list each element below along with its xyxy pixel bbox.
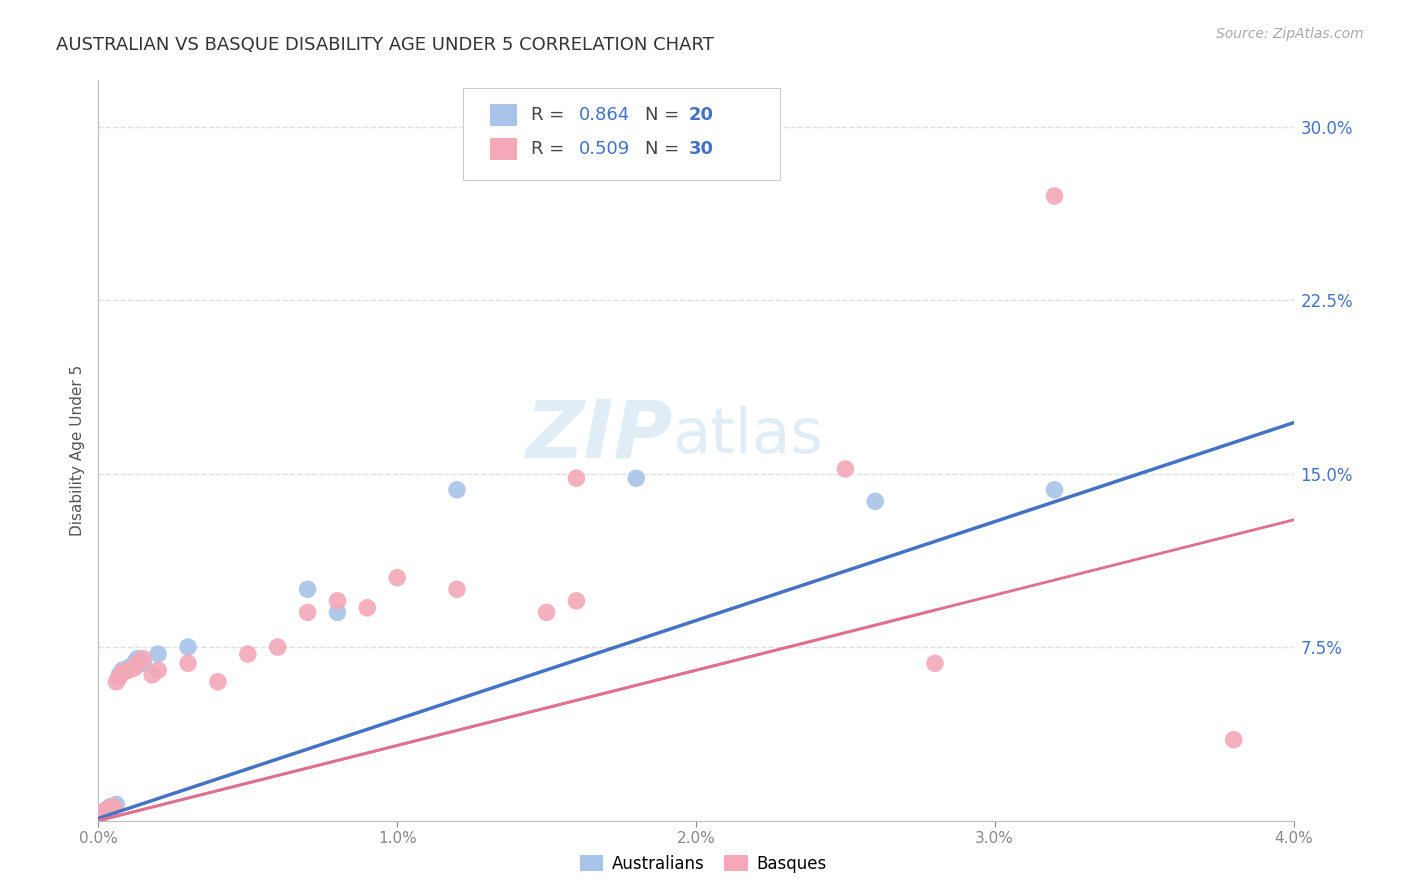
Text: 20: 20	[689, 106, 714, 124]
Point	[111, 663, 134, 677]
Point	[565, 471, 588, 485]
Point	[326, 594, 349, 608]
Point	[865, 494, 887, 508]
Point	[326, 606, 349, 620]
Text: 30: 30	[689, 140, 714, 158]
Point	[96, 802, 118, 816]
FancyBboxPatch shape	[463, 87, 780, 180]
Point	[536, 606, 558, 620]
Point	[385, 571, 409, 585]
Point	[96, 802, 118, 816]
Text: R =: R =	[531, 106, 569, 124]
Point	[834, 462, 856, 476]
Text: N =: N =	[644, 140, 685, 158]
Point	[105, 797, 128, 812]
Point	[177, 657, 200, 671]
Point	[132, 657, 155, 671]
Point	[105, 674, 128, 689]
Point	[1223, 732, 1246, 747]
Point	[297, 606, 319, 620]
Point	[111, 665, 134, 680]
Y-axis label: Disability Age Under 5: Disability Age Under 5	[69, 365, 84, 536]
Point	[446, 483, 468, 497]
Point	[177, 640, 200, 654]
Point	[267, 640, 290, 654]
Point	[356, 600, 378, 615]
Point	[108, 668, 131, 682]
Point	[141, 668, 163, 682]
Point	[103, 799, 125, 814]
Point	[117, 661, 139, 675]
Point	[1043, 189, 1066, 203]
Point	[98, 802, 122, 816]
Point	[127, 651, 149, 665]
Text: 0.509: 0.509	[579, 140, 630, 158]
Text: Source: ZipAtlas.com: Source: ZipAtlas.com	[1216, 27, 1364, 41]
Point	[148, 647, 170, 661]
Point	[924, 657, 946, 671]
Point	[98, 799, 122, 814]
Point	[565, 594, 588, 608]
Point	[108, 670, 131, 684]
Point	[297, 582, 319, 597]
Point	[1043, 483, 1066, 497]
Point	[236, 647, 259, 661]
Legend: Australians, Basques: Australians, Basques	[574, 848, 832, 880]
Point	[93, 805, 115, 819]
Point	[148, 663, 170, 677]
Point	[90, 806, 112, 821]
Text: AUSTRALIAN VS BASQUE DISABILITY AGE UNDER 5 CORRELATION CHART: AUSTRALIAN VS BASQUE DISABILITY AGE UNDE…	[56, 36, 714, 54]
Point	[132, 651, 155, 665]
Point	[90, 806, 112, 821]
Point	[103, 799, 125, 814]
Point	[117, 663, 139, 677]
Text: R =: R =	[531, 140, 569, 158]
Point	[93, 805, 115, 819]
Text: N =: N =	[644, 106, 685, 124]
Point	[207, 674, 229, 689]
Point	[446, 582, 468, 597]
Text: atlas: atlas	[672, 406, 823, 466]
Point	[626, 471, 648, 485]
Point	[124, 657, 146, 671]
Point	[127, 657, 149, 671]
FancyBboxPatch shape	[491, 138, 517, 161]
Text: 0.864: 0.864	[579, 106, 630, 124]
Text: ZIP: ZIP	[524, 397, 672, 475]
FancyBboxPatch shape	[491, 104, 517, 126]
Point	[124, 661, 146, 675]
